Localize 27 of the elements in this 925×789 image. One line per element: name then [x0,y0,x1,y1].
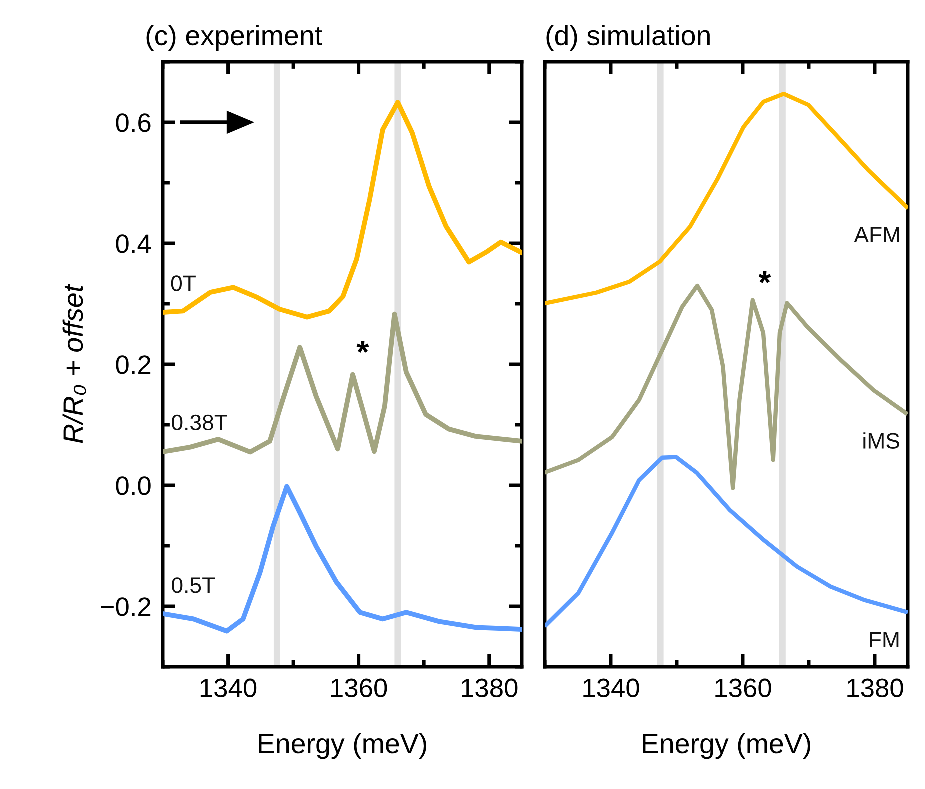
series-label: 0.5T [172,578,216,594]
y-tick-label: −0.2 [101,598,151,616]
x-tick-label: 1360 [331,678,388,698]
x-tick-label: 1380 [462,678,518,698]
series-label: 0T [171,276,196,292]
x-tick-label: 1340 [584,678,640,698]
series-label: 0.38T [172,414,228,431]
series-label: iMS [864,432,900,449]
line-series [163,312,522,455]
y-axis-title: R/R₀ + offset [62,284,86,444]
annotation: * [356,341,370,353]
annotation: * [758,272,772,284]
series-label: AFM [854,227,900,242]
series-label: FM [870,632,899,648]
x-axis-title: Energy (meV) [643,733,810,760]
chart-title: (c) experiment [146,25,322,52]
x-tick-label: 1380 [848,678,904,698]
x-tick-label: 1360 [716,678,772,698]
line-series [163,484,522,634]
y-tick-label: 0.0 [116,476,151,496]
y-tick-label: 0.6 [116,114,151,132]
x-axis-title: Energy (meV) [259,733,426,760]
chart-title: (d) simulation [546,25,710,52]
line-series [163,100,522,320]
x-tick-label: 1340 [200,678,257,698]
y-tick-label: 0.2 [116,356,151,374]
y-tick-label: 0.4 [116,234,152,254]
